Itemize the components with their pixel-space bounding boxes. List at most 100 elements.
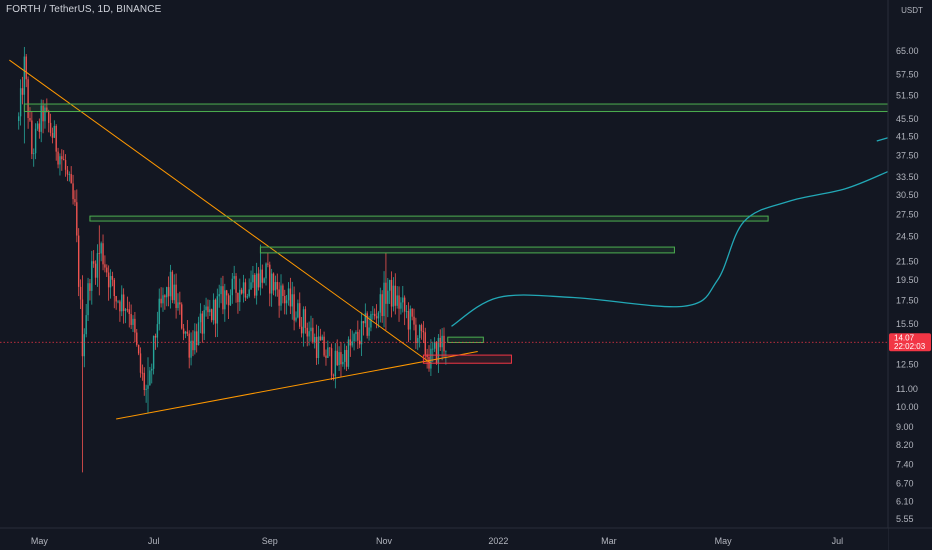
candle-body bbox=[119, 301, 121, 312]
candle-body bbox=[310, 327, 312, 332]
candle-body bbox=[306, 327, 308, 337]
candle-body bbox=[319, 336, 322, 341]
candle-body bbox=[443, 335, 445, 352]
candle-body bbox=[267, 263, 269, 265]
candle-body bbox=[113, 279, 115, 297]
candle-body bbox=[149, 370, 151, 386]
candle-body bbox=[141, 372, 144, 374]
candle-body bbox=[441, 335, 443, 348]
candle-body bbox=[291, 294, 293, 307]
candle-body bbox=[40, 105, 42, 132]
candle-body bbox=[360, 321, 363, 345]
candle-body bbox=[173, 284, 175, 301]
candle-body bbox=[121, 294, 123, 312]
candle-body bbox=[435, 342, 438, 364]
candle-body bbox=[233, 276, 235, 279]
candle-body bbox=[332, 375, 335, 377]
candle-body bbox=[18, 116, 20, 122]
candle-body bbox=[439, 337, 441, 348]
candle-body bbox=[42, 105, 44, 122]
price-tick-label: 17.50 bbox=[896, 296, 919, 306]
candle-body bbox=[152, 335, 155, 369]
candle-body bbox=[242, 282, 245, 294]
candle-body bbox=[323, 336, 325, 356]
candle-body bbox=[182, 328, 185, 334]
candle-body bbox=[38, 123, 41, 132]
candle-body bbox=[340, 352, 342, 365]
candle-body bbox=[23, 56, 26, 95]
candle-body bbox=[44, 107, 46, 122]
candle-body bbox=[276, 281, 278, 290]
candle-body bbox=[381, 294, 383, 317]
candle-body bbox=[130, 314, 132, 325]
candle-body bbox=[64, 160, 67, 170]
candle-body bbox=[420, 325, 423, 332]
candle-body bbox=[338, 352, 340, 366]
time-tick-label: Jul bbox=[148, 536, 160, 546]
candle-body bbox=[166, 287, 168, 298]
price-tick-label: 45.50 bbox=[896, 114, 919, 124]
candle-body bbox=[422, 331, 425, 333]
candle-body bbox=[68, 174, 71, 175]
candle-body bbox=[432, 348, 434, 350]
candle-body bbox=[33, 153, 35, 155]
price-tick-label: 24.50 bbox=[896, 232, 919, 242]
candle-body bbox=[209, 309, 211, 313]
candle-body bbox=[134, 318, 136, 333]
current-price-value: 14.07 bbox=[894, 334, 915, 343]
price-tick-label: 19.50 bbox=[896, 275, 919, 285]
price-tick-label: 12.50 bbox=[896, 360, 919, 370]
candle-body bbox=[207, 306, 209, 313]
candle-body bbox=[111, 276, 114, 280]
candle-body bbox=[379, 294, 382, 313]
candle-body bbox=[405, 311, 408, 312]
price-tick-label: 10.00 bbox=[896, 402, 919, 412]
candle-body bbox=[325, 355, 327, 358]
candle-body bbox=[27, 79, 29, 119]
candle-body bbox=[212, 299, 215, 321]
candle-body bbox=[190, 340, 192, 358]
price-tick-label: 33.50 bbox=[896, 172, 919, 182]
candle-body bbox=[411, 308, 413, 317]
candle-body bbox=[445, 350, 447, 352]
candle-body bbox=[413, 316, 415, 325]
candle-body bbox=[239, 289, 241, 303]
candle-body bbox=[201, 313, 204, 334]
candle-body bbox=[370, 314, 372, 328]
candle-body bbox=[171, 271, 174, 301]
candle-body bbox=[312, 327, 314, 343]
candle-body bbox=[220, 286, 222, 295]
candle-body bbox=[126, 309, 129, 311]
candle-body bbox=[430, 348, 432, 369]
candle-body bbox=[415, 324, 417, 344]
candle-body bbox=[426, 354, 428, 358]
candle-body bbox=[398, 295, 400, 309]
candle-body bbox=[270, 273, 273, 294]
price-tick-label: 11.00 bbox=[896, 384, 918, 394]
price-tick-label: 15.50 bbox=[896, 319, 919, 329]
price-tick-label: 27.50 bbox=[896, 210, 919, 220]
candle-body bbox=[62, 159, 65, 161]
current-price-countdown: 22:02:03 bbox=[894, 342, 926, 351]
time-tick-label: May bbox=[31, 536, 49, 546]
candle-body bbox=[259, 269, 262, 288]
candle-body bbox=[57, 151, 59, 165]
time-axis-background bbox=[0, 528, 888, 550]
demand-zone bbox=[422, 354, 512, 364]
candle-body bbox=[254, 274, 256, 296]
candle-body bbox=[377, 312, 380, 319]
descending-trendline bbox=[9, 59, 432, 364]
time-tick-label: Mar bbox=[601, 536, 617, 546]
price-tick-label: 6.70 bbox=[896, 478, 914, 488]
candle-body bbox=[205, 306, 207, 311]
resistance-zone bbox=[23, 103, 889, 113]
candle-body bbox=[355, 332, 357, 334]
candle-body bbox=[76, 202, 78, 236]
candle-body bbox=[274, 281, 277, 291]
candle-body bbox=[210, 309, 213, 321]
candle-body bbox=[390, 279, 393, 307]
candle-body bbox=[244, 282, 247, 298]
candle-body bbox=[164, 295, 166, 298]
